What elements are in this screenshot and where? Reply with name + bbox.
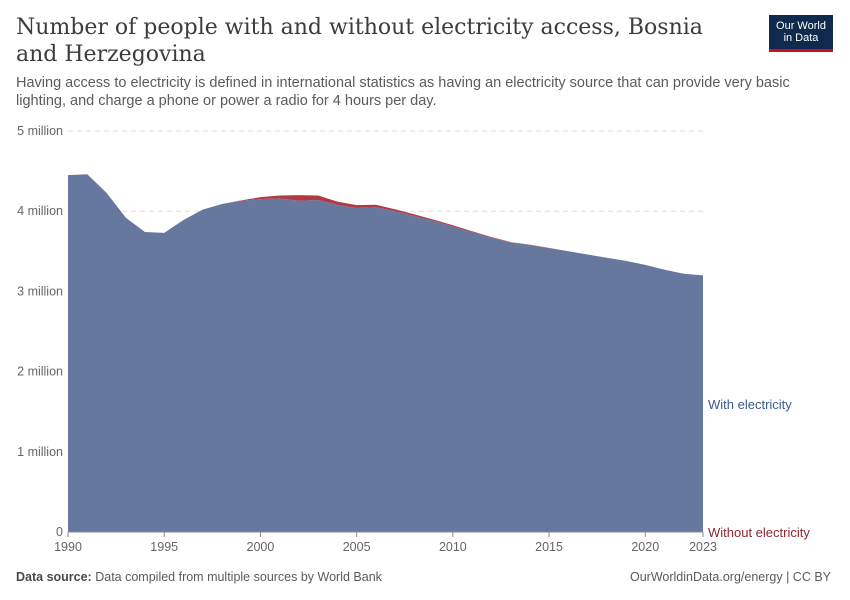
data-source-note: Data source: Data compiled from multiple… bbox=[16, 570, 382, 584]
credit-link[interactable]: OurWorldinData.org/energy | CC BY bbox=[629, 570, 831, 584]
data-source-label: Data source: bbox=[16, 570, 92, 584]
y-tick-label: 2 million bbox=[17, 365, 63, 379]
x-tick-label: 2023 bbox=[689, 540, 717, 554]
x-tick-label: 2015 bbox=[535, 540, 563, 554]
y-tick-label: 3 million bbox=[17, 284, 63, 298]
x-tick-label: 2020 bbox=[631, 540, 659, 554]
series-label-with-electricity[interactable]: With electricity bbox=[708, 397, 792, 412]
data-source-text: Data compiled from multiple sources by W… bbox=[95, 570, 382, 584]
series-label-without-electricity[interactable]: Without electricity bbox=[708, 525, 810, 540]
x-axis-tick-labels: 1990 1995 2000 2005 2010 2015 2020 2023 bbox=[54, 532, 717, 554]
chart-subtitle: Having access to electricity is defined … bbox=[16, 75, 790, 109]
y-tick-label: 1 million bbox=[17, 445, 63, 459]
y-tick-label: 4 million bbox=[17, 204, 63, 218]
x-tick-label: 2005 bbox=[343, 540, 371, 554]
x-tick-label: 2010 bbox=[439, 540, 467, 554]
x-tick-label: 1990 bbox=[54, 540, 82, 554]
x-tick-label: 2000 bbox=[247, 540, 275, 554]
x-tick-label: 1995 bbox=[150, 540, 178, 554]
y-tick-label: 5 million bbox=[17, 124, 63, 138]
logo-line-1: Our World bbox=[776, 20, 826, 32]
chart-title: Number of people with and without electr… bbox=[16, 15, 703, 67]
owid-logo[interactable]: Our World in Data bbox=[769, 15, 833, 52]
area-chart[interactable]: 0 1 million 2 million 3 million 4 million 5 m… bbox=[0, 0, 850, 565]
series-area-with-electricity[interactable] bbox=[68, 174, 703, 533]
y-tick-label: 0 bbox=[56, 525, 63, 539]
y-axis-tick-labels: 0 1 million 2 million 3 million 4 million 5 m… bbox=[17, 124, 63, 539]
logo-line-2: in Data bbox=[783, 32, 819, 44]
